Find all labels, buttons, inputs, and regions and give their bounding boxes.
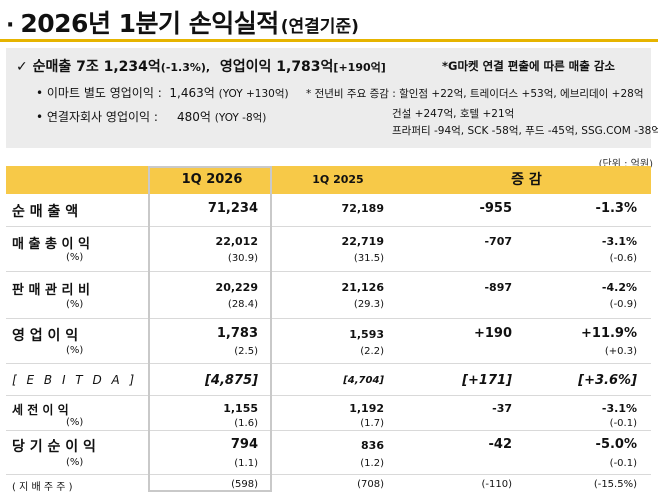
cell-change-pct: (-0.9) — [609, 299, 637, 310]
cell-1q2025: 1,593 — [349, 328, 384, 341]
cell-1q2025: 22,719 — [341, 235, 384, 248]
cell-change-pct: (-0.1) — [609, 418, 637, 429]
row-label: (%) — [66, 345, 84, 356]
cell-1q2026: (30.9) — [227, 253, 258, 264]
cell-1q2026: 22,012 — [215, 235, 258, 248]
cell-change-abs: -37 — [492, 402, 512, 415]
cell-1q2025: 836 — [361, 439, 384, 452]
unit-label: (단위 : 억원) — [598, 159, 653, 170]
cell-1q2026: 20,229 — [215, 281, 258, 294]
header-change: 증 감 — [511, 172, 542, 188]
subsidiary-value: 480억 — [177, 110, 211, 124]
cell-change-abs: -955 — [479, 201, 512, 216]
row-label: 판 매 관 리 비 — [12, 283, 90, 298]
cell-change-abs: [+171] — [462, 373, 512, 388]
row-label: [ E B I T D A ] — [12, 373, 138, 387]
row-label: 당 기 순 이 익 — [12, 439, 96, 455]
cell-change-abs: -707 — [484, 235, 512, 248]
emart-label: • 이마트 별도 영업이익 : — [36, 86, 162, 100]
title-underline — [0, 39, 658, 42]
cell-change-pct: -1.3% — [595, 201, 637, 216]
header-1q2026: 1Q 2026 — [181, 172, 243, 187]
row-label: 세 전 이 익 — [12, 403, 69, 417]
sales-change: (-1.3%), — [160, 61, 211, 74]
row-label: (%) — [66, 417, 84, 428]
cell-change-pct: +11.9% — [581, 326, 637, 341]
cell-1q2026: 1,155 — [223, 402, 258, 415]
cell-change-pct: (+0.3) — [604, 346, 637, 357]
cell-1q2026: 794 — [230, 437, 258, 452]
emart-op-row: • 이마트 별도 영업이익 : 1,463억 (YOY +130억) — [36, 84, 289, 101]
row-label: (%) — [66, 457, 84, 468]
cell-1q2026: 71,234 — [207, 201, 258, 216]
row-label: (%) — [66, 252, 84, 263]
subsidiary-label: • 연결자회사 영업이익 : — [36, 110, 158, 124]
title-bullet: · — [6, 13, 15, 38]
yoy-note-line2: 건설 +247억, 호텔 +21억 — [392, 108, 515, 120]
row-divider — [6, 318, 651, 319]
op-change: [+190억] — [333, 61, 386, 74]
cell-change-pct: -4.2% — [601, 281, 637, 294]
title-text: 2026년 1분기 손익실적 — [20, 9, 279, 38]
summary-note: *G마켓 연결 편출에 따른 매출 감소 — [442, 59, 616, 73]
table-header: 1Q 2026 1Q 2025 증 감 — [6, 166, 651, 194]
cell-1q2025: (1.2) — [360, 458, 384, 469]
page-title: · 2026년 1분기 손익실적 (연결기준) — [6, 4, 359, 38]
row-divider — [6, 395, 651, 396]
yoy-note-line3: 프라퍼티 -94억, SCK -58억, 푸드 -45억, SSG.COM -3… — [392, 125, 658, 137]
row-label: 매 출 총 이 익 — [12, 237, 90, 252]
row-divider — [6, 271, 651, 272]
row-divider — [6, 363, 651, 364]
sales-label: 순매출 7조 1,234억 — [32, 59, 161, 75]
cell-1q2025: (2.2) — [360, 346, 384, 357]
row-divider — [6, 474, 651, 475]
row-divider — [6, 226, 651, 227]
check-icon: ✓ — [16, 59, 28, 75]
cell-change-abs: -42 — [488, 437, 513, 452]
subsidiary-op-row: • 연결자회사 영업이익 : 480억 (YOY -8억) — [36, 108, 266, 125]
cell-1q2026: (1.6) — [234, 418, 258, 429]
emart-yoy: (YOY +130억) — [218, 88, 289, 100]
cell-change-abs: (-110) — [481, 479, 513, 490]
cell-1q2025: 72,189 — [341, 202, 384, 215]
cell-1q2026: [4,875] — [204, 373, 258, 388]
cell-1q2026: (2.5) — [234, 346, 258, 357]
row-label: 영 업 이 익 — [12, 328, 79, 344]
cell-change-pct: -3.1% — [601, 402, 637, 415]
cell-1q2025: 21,126 — [341, 281, 384, 294]
cell-1q2025: (31.5) — [353, 253, 384, 264]
cell-1q2025: [4,704] — [343, 375, 384, 386]
cell-1q2025: (29.3) — [353, 299, 384, 310]
highlight-column-1q2026 — [148, 166, 272, 492]
cell-change-pct: (-15.5%) — [593, 479, 637, 490]
cell-1q2025: 1,192 — [349, 402, 384, 415]
row-label: ( 지 배 주 주 ) — [12, 482, 73, 493]
cell-change-abs: -897 — [484, 281, 512, 294]
cell-change-abs: +190 — [473, 326, 512, 341]
row-label: 순 매 출 액 — [12, 204, 79, 220]
emart-value: 1,463억 — [169, 86, 215, 100]
cell-change-pct: -5.0% — [595, 437, 637, 452]
cell-1q2026: (1.1) — [234, 458, 258, 469]
op-label: 영업이익 1,783억 — [219, 59, 334, 75]
yoy-note-line1: * 전년비 주요 증감 : 할인점 +22억, 트레이더스 +53억, 에브리데… — [306, 88, 644, 100]
cell-change-pct: [+3.6%] — [578, 373, 637, 388]
cell-1q2025: (708) — [357, 479, 384, 490]
summary-headline: ✓ 순매출 7조 1,234억(-1.3%), 영업이익 1,783억[+190… — [16, 56, 386, 76]
cell-1q2026: 1,783 — [216, 326, 258, 341]
row-divider — [6, 430, 651, 431]
cell-1q2026: (598) — [231, 479, 258, 490]
cell-1q2026: (28.4) — [227, 299, 258, 310]
summary-box: ✓ 순매출 7조 1,234억(-1.3%), 영업이익 1,783억[+190… — [6, 48, 658, 148]
cell-change-pct: -3.1% — [601, 235, 637, 248]
title-suffix: (연결기준) — [280, 17, 359, 37]
cell-change-pct: (-0.6) — [609, 253, 637, 264]
header-1q2025: 1Q 2025 — [312, 173, 364, 186]
row-label: (%) — [66, 299, 84, 310]
subsidiary-yoy: (YOY -8억) — [214, 112, 267, 124]
cell-change-pct: (-0.1) — [609, 458, 637, 469]
cell-1q2025: (1.7) — [360, 418, 384, 429]
